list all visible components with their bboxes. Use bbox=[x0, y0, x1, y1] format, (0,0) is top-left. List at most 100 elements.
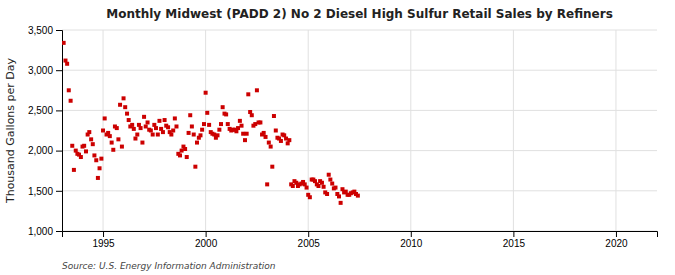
tick-mark bbox=[56, 30, 62, 31]
point bbox=[267, 141, 271, 145]
point bbox=[123, 105, 127, 109]
grid-line bbox=[308, 30, 309, 231]
point bbox=[166, 125, 170, 129]
grid-line bbox=[62, 110, 657, 111]
point bbox=[154, 126, 158, 130]
tick: 2010 bbox=[400, 231, 423, 249]
point bbox=[69, 99, 73, 103]
point bbox=[149, 129, 153, 133]
point bbox=[316, 184, 320, 188]
point bbox=[291, 184, 295, 188]
point bbox=[115, 126, 119, 130]
point bbox=[356, 194, 360, 198]
grid-line bbox=[205, 30, 206, 231]
point bbox=[130, 123, 134, 127]
tick-label: 2015 bbox=[503, 238, 526, 249]
tick: 1995 bbox=[92, 231, 115, 249]
x-axis: 1995 2000 2005 2010 2015 2020 bbox=[63, 231, 658, 249]
tick-mark bbox=[616, 231, 617, 237]
point bbox=[216, 133, 220, 137]
grid-line bbox=[62, 70, 657, 71]
tick: 3,000 bbox=[28, 65, 62, 76]
point bbox=[108, 134, 112, 138]
point bbox=[65, 62, 69, 66]
point bbox=[120, 145, 124, 149]
point bbox=[322, 185, 326, 189]
point bbox=[157, 119, 161, 123]
point bbox=[330, 182, 334, 186]
axis-line bbox=[63, 232, 658, 238]
point bbox=[250, 113, 254, 117]
point bbox=[185, 155, 189, 159]
tick-label: 3,500 bbox=[28, 25, 53, 36]
grid-line bbox=[410, 30, 411, 231]
point bbox=[207, 123, 211, 127]
point bbox=[79, 155, 83, 159]
point bbox=[142, 115, 146, 119]
tick-mark bbox=[56, 70, 62, 71]
point bbox=[236, 126, 240, 130]
point bbox=[156, 133, 160, 137]
point bbox=[238, 119, 242, 123]
point bbox=[67, 88, 71, 92]
tick-label: 2020 bbox=[605, 238, 628, 249]
tick-mark bbox=[308, 231, 309, 237]
point bbox=[111, 148, 115, 152]
point bbox=[272, 114, 276, 118]
point bbox=[325, 192, 329, 196]
point bbox=[327, 173, 331, 177]
tick-mark bbox=[513, 231, 514, 237]
tick-label: 2005 bbox=[298, 238, 321, 249]
grid-line bbox=[62, 190, 657, 191]
grid-line bbox=[513, 30, 514, 231]
point bbox=[169, 133, 173, 137]
point bbox=[339, 201, 343, 205]
point bbox=[255, 88, 259, 92]
point bbox=[174, 124, 178, 128]
point bbox=[125, 112, 129, 116]
point bbox=[193, 165, 197, 169]
tick: 1,000 bbox=[28, 226, 62, 237]
point bbox=[240, 124, 244, 128]
title: Monthly Midwest (PADD 2) No 2 Diesel Hig… bbox=[106, 7, 613, 21]
point bbox=[110, 141, 114, 145]
point bbox=[269, 145, 273, 149]
point bbox=[87, 130, 91, 134]
point bbox=[103, 116, 107, 120]
point bbox=[241, 132, 245, 136]
point bbox=[70, 144, 74, 148]
point bbox=[144, 124, 148, 128]
point bbox=[146, 120, 150, 124]
tick-label: 2,000 bbox=[28, 145, 53, 156]
point bbox=[161, 130, 165, 134]
point bbox=[188, 113, 192, 117]
point bbox=[62, 41, 66, 45]
point bbox=[132, 127, 136, 131]
tick-label: 1995 bbox=[92, 238, 115, 249]
grid-line bbox=[62, 150, 657, 151]
point bbox=[217, 128, 221, 132]
point bbox=[226, 122, 230, 126]
point bbox=[245, 132, 249, 136]
tick-mark bbox=[206, 231, 207, 237]
y-axis: 1,000 1,500 2,000 2,500 3,000 3,500 bbox=[28, 25, 63, 237]
tick: 1,500 bbox=[28, 186, 62, 197]
point bbox=[219, 122, 223, 126]
tick-label: 2,500 bbox=[28, 105, 53, 116]
point bbox=[84, 149, 88, 153]
point bbox=[135, 133, 139, 137]
tick: 2000 bbox=[195, 231, 218, 249]
tick-mark bbox=[103, 231, 104, 237]
point bbox=[92, 153, 96, 157]
y-axis-title: Thousand Gallons per Day bbox=[4, 57, 17, 204]
grid-line bbox=[62, 30, 657, 31]
point bbox=[200, 128, 204, 132]
point bbox=[118, 103, 122, 107]
point bbox=[328, 178, 332, 182]
point bbox=[287, 138, 291, 142]
source: Source: U.S. Energy Information Administ… bbox=[62, 261, 276, 271]
tick: 3,500 bbox=[28, 25, 62, 36]
point bbox=[173, 116, 177, 120]
point bbox=[133, 137, 137, 141]
point bbox=[171, 129, 175, 133]
